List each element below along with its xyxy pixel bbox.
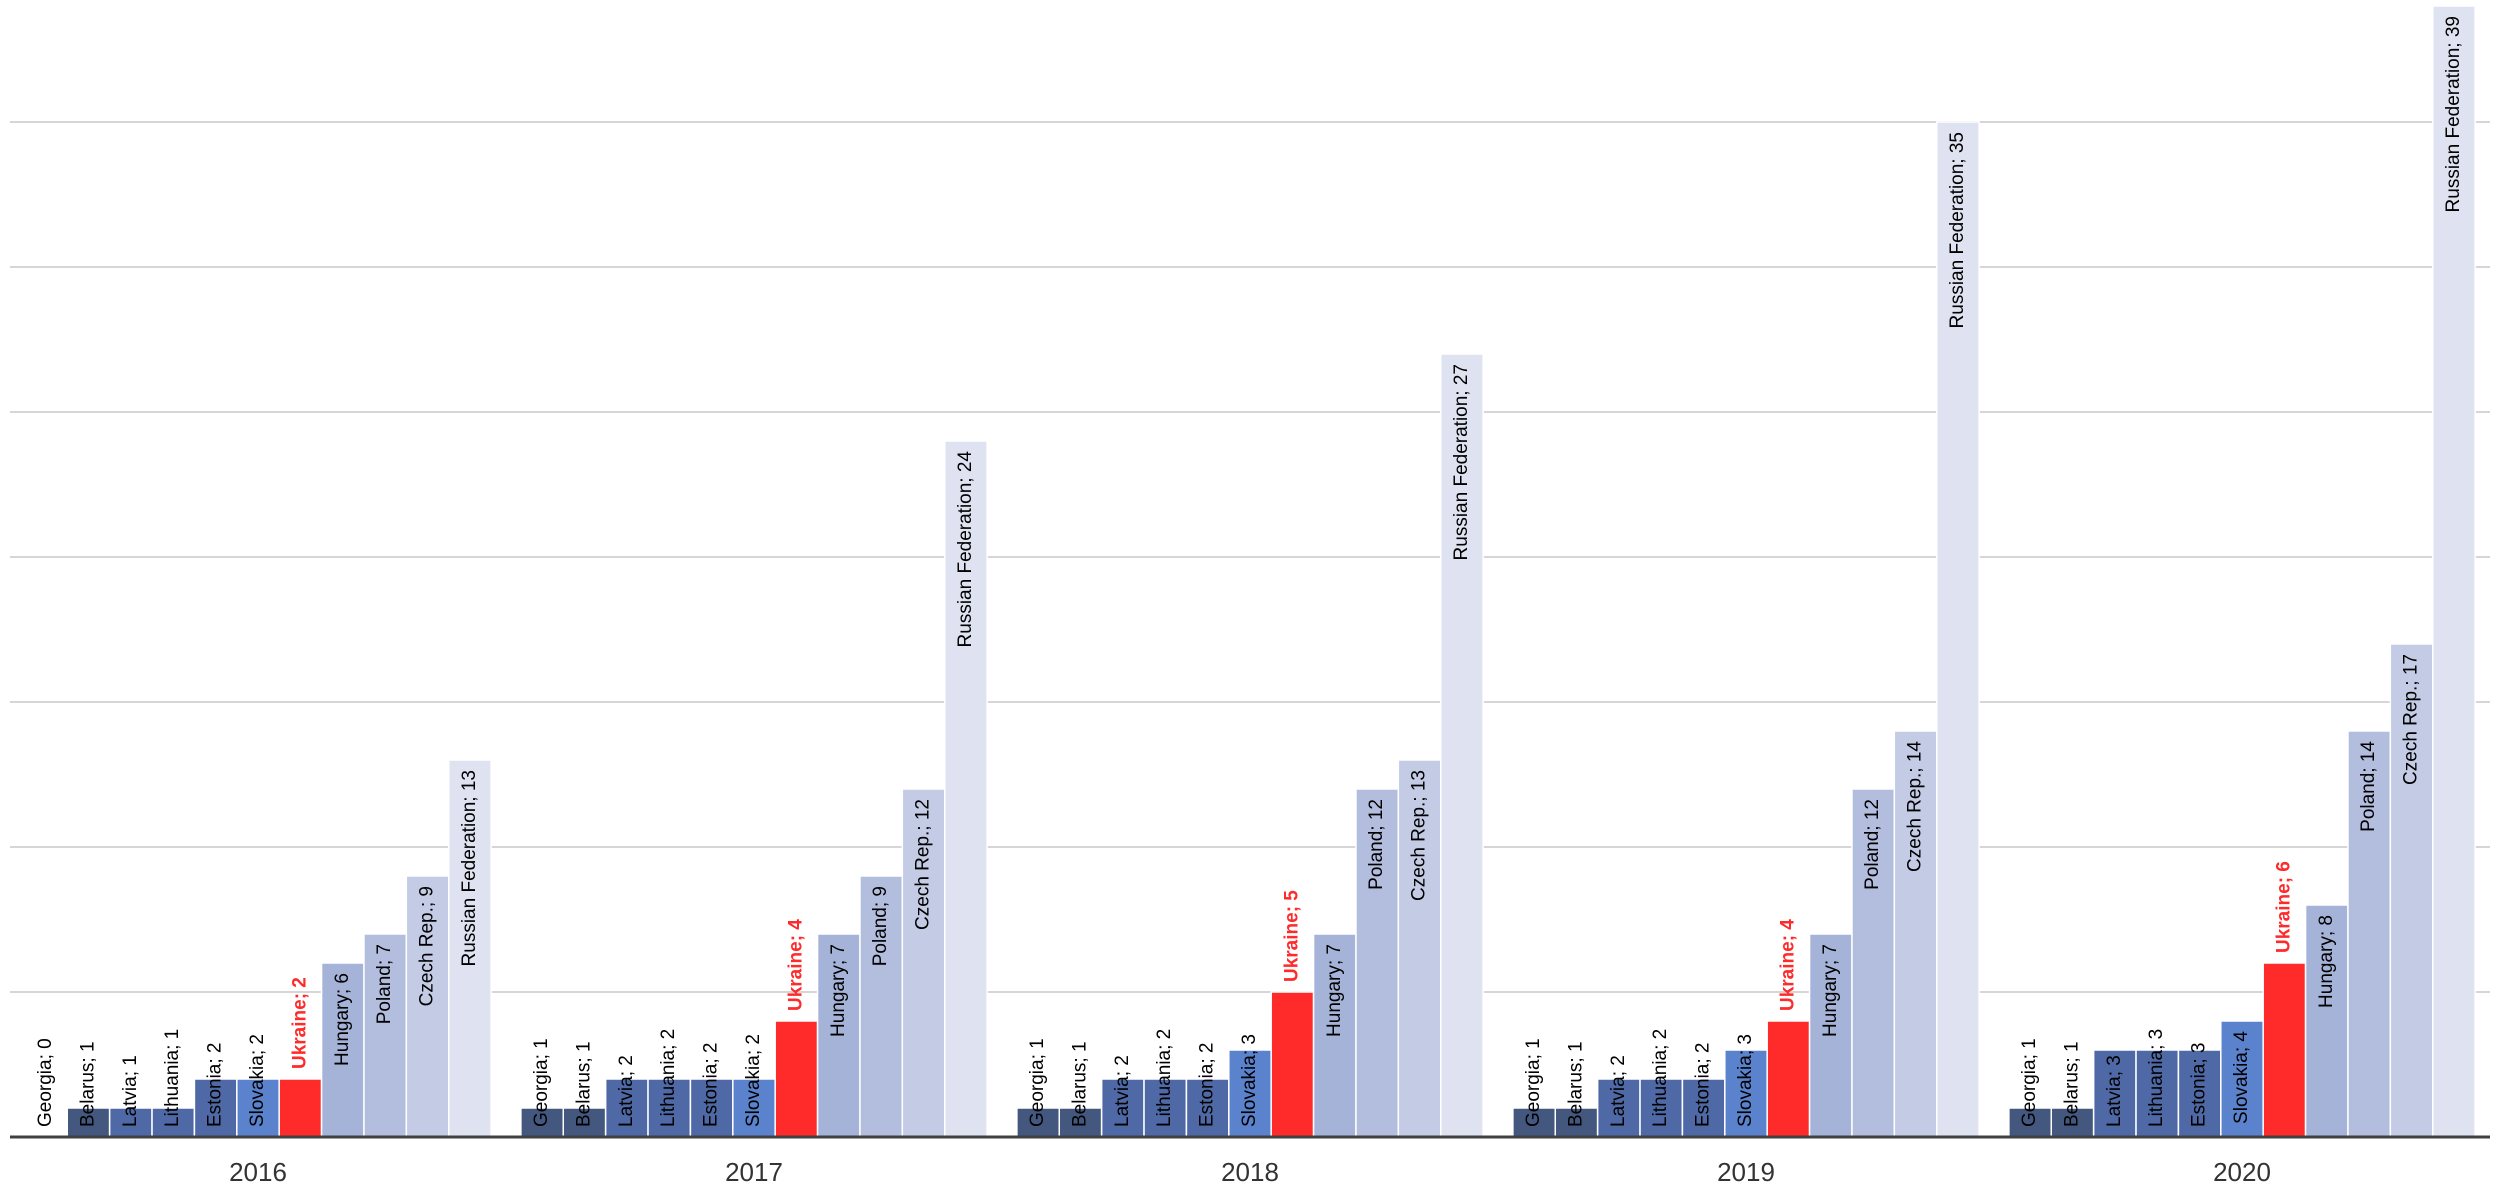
x-tick-label: 2017 <box>725 1157 783 1187</box>
data-label: Lithuania; 3 <box>2146 1029 2167 1127</box>
bar <box>689 1078 734 1138</box>
bar <box>1143 1078 1188 1138</box>
data-label: Russian Federation; 13 <box>459 770 480 966</box>
data-label: Hungary; 6 <box>332 973 353 1066</box>
data-label: Latvia; 2 <box>1112 1055 1133 1127</box>
data-label: Lithuania; 2 <box>1650 1029 1671 1127</box>
data-label: Belarus; 1 <box>1069 1041 1090 1127</box>
data-label: Belarus; 1 <box>573 1041 594 1127</box>
data-label: Czech Rep.; 12 <box>913 799 934 930</box>
bar <box>2135 1049 2180 1138</box>
data-label: Russian Federation; 35 <box>1947 132 1968 328</box>
data-label: Estonia; 2 <box>1693 1043 1714 1128</box>
data-label: Lithuania; 1 <box>162 1029 183 1127</box>
data-label: Russian Federation; 24 <box>955 451 976 648</box>
bar <box>859 875 904 1138</box>
bar <box>1596 1078 1641 1138</box>
bar <box>774 1020 819 1138</box>
data-label: Latvia; 3 <box>2104 1055 2125 1127</box>
data-label: Lithuania; 2 <box>658 1029 679 1127</box>
x-tick-label: 2016 <box>229 1157 287 1187</box>
data-label: Poland; 9 <box>870 886 891 966</box>
data-label: Lithuania; 2 <box>1154 1029 1175 1127</box>
data-label: Czech Rep.; 17 <box>2401 654 2422 785</box>
data-label: Estonia; 2 <box>1197 1043 1218 1128</box>
data-label: Hungary; 7 <box>828 944 849 1037</box>
data-label: Czech Rep.; 14 <box>1905 741 1926 872</box>
data-label: Estonia; 3 <box>2189 1043 2210 1128</box>
bar <box>1724 1049 1768 1138</box>
data-label: Russian Federation; 39 <box>2443 16 2464 212</box>
data-label: Belarus; 1 <box>77 1041 98 1127</box>
data-label: Georgia; 1 <box>1523 1038 1544 1127</box>
data-label: Estonia; 2 <box>205 1043 226 1128</box>
data-label: Ukraine; 5 <box>1281 890 1302 982</box>
data-label: Latvia; 2 <box>616 1055 637 1127</box>
data-label: Ukraine; 4 <box>1777 919 1798 1011</box>
bar <box>278 1078 323 1138</box>
bar <box>2304 904 2349 1138</box>
bar <box>1808 933 1853 1138</box>
labels: 2016 Georgia; 0 Belarus; 1 Latvia; 1 Lithuan… <box>35 16 2464 1187</box>
bar <box>1058 1107 1103 1138</box>
bar <box>943 440 988 1138</box>
bar <box>816 933 861 1138</box>
data-label: Slovakia; 2 <box>247 1034 268 1127</box>
data-label: Ukraine; 6 <box>2273 861 2294 953</box>
data-label: Hungary; 8 <box>2316 915 2337 1008</box>
data-label: Poland; 14 <box>2358 741 2379 832</box>
x-tick-label: 2018 <box>1221 1157 1279 1187</box>
data-label: Georgia; 1 <box>531 1038 552 1127</box>
bar <box>1185 1078 1230 1138</box>
bar <box>447 759 492 1138</box>
data-label: Poland; 12 <box>1366 799 1387 890</box>
data-label: Georgia; 1 <box>2019 1038 2040 1127</box>
bar <box>1228 1049 1272 1138</box>
data-label: Slovakia; 4 <box>2231 1031 2252 1124</box>
data-label: Georgia; 1 <box>1027 1038 1048 1127</box>
bar <box>2092 1049 2137 1138</box>
data-label: Ukraine; 4 <box>785 919 806 1011</box>
data-label: Slovakia; 3 <box>1239 1034 1260 1127</box>
bar <box>2220 1020 2264 1138</box>
bar <box>363 933 408 1138</box>
data-label: Latvia; 1 <box>120 1055 141 1127</box>
bar <box>2262 962 2307 1138</box>
bar <box>901 788 946 1138</box>
x-tick-label: 2020 <box>2213 1157 2271 1187</box>
data-label: Slovakia; 2 <box>743 1034 764 1127</box>
data-label: Slovakia; 3 <box>1735 1034 1756 1127</box>
bar <box>1439 353 1484 1138</box>
bar <box>1270 991 1315 1138</box>
data-label: Poland; 12 <box>1862 799 1883 890</box>
bar <box>1512 1107 1557 1138</box>
data-label: Latvia; 2 <box>1608 1055 1629 1127</box>
data-label: Poland; 7 <box>374 944 395 1024</box>
bar <box>1935 121 1980 1138</box>
bar <box>320 962 365 1138</box>
data-label: Belarus; 1 <box>1565 1041 1586 1127</box>
data-label: Russian Federation; 27 <box>1451 364 1472 560</box>
bar <box>2389 643 2434 1138</box>
data-label: Hungary; 7 <box>1324 944 1345 1037</box>
x-tick-label: 2019 <box>1717 1157 1775 1187</box>
bar <box>1766 1020 1811 1138</box>
bar <box>647 1078 692 1138</box>
bar <box>2431 5 2476 1138</box>
bar <box>2008 1107 2053 1138</box>
data-label: Georgia; 0 <box>35 1038 56 1127</box>
bar <box>2177 1049 2222 1138</box>
bar <box>1312 933 1357 1138</box>
data-label: Estonia; 2 <box>701 1043 722 1128</box>
data-label: Czech Rep.; 9 <box>417 886 438 1006</box>
data-label: Czech Rep.; 13 <box>1409 770 1430 901</box>
data-label: Belarus; 1 <box>2061 1041 2082 1127</box>
data-label: Ukraine; 2 <box>289 977 310 1069</box>
bar <box>66 1107 111 1138</box>
data-label: Hungary; 7 <box>1820 944 1841 1037</box>
